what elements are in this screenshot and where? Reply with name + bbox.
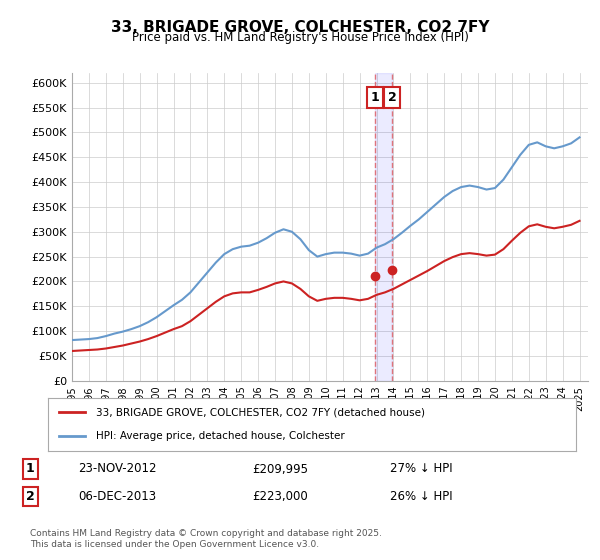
Text: 33, BRIGADE GROVE, COLCHESTER, CO2 7FY (detached house): 33, BRIGADE GROVE, COLCHESTER, CO2 7FY (…	[95, 408, 425, 418]
Text: 2: 2	[26, 490, 34, 503]
Text: 06-DEC-2013: 06-DEC-2013	[78, 490, 156, 503]
Text: £209,995: £209,995	[252, 463, 308, 475]
Text: 33, BRIGADE GROVE, COLCHESTER, CO2 7FY: 33, BRIGADE GROVE, COLCHESTER, CO2 7FY	[111, 20, 489, 35]
Text: Contains HM Land Registry data © Crown copyright and database right 2025.
This d: Contains HM Land Registry data © Crown c…	[30, 529, 382, 549]
Text: 1: 1	[26, 463, 34, 475]
Text: 26% ↓ HPI: 26% ↓ HPI	[390, 490, 452, 503]
Text: 1: 1	[370, 91, 379, 104]
Text: 2: 2	[388, 91, 397, 104]
Bar	[375, 73, 392, 381]
Text: HPI: Average price, detached house, Colchester: HPI: Average price, detached house, Colc…	[95, 431, 344, 441]
Text: £223,000: £223,000	[252, 490, 308, 503]
Text: 27% ↓ HPI: 27% ↓ HPI	[390, 463, 452, 475]
Text: 23-NOV-2012: 23-NOV-2012	[78, 463, 157, 475]
Text: Price paid vs. HM Land Registry's House Price Index (HPI): Price paid vs. HM Land Registry's House …	[131, 31, 469, 44]
